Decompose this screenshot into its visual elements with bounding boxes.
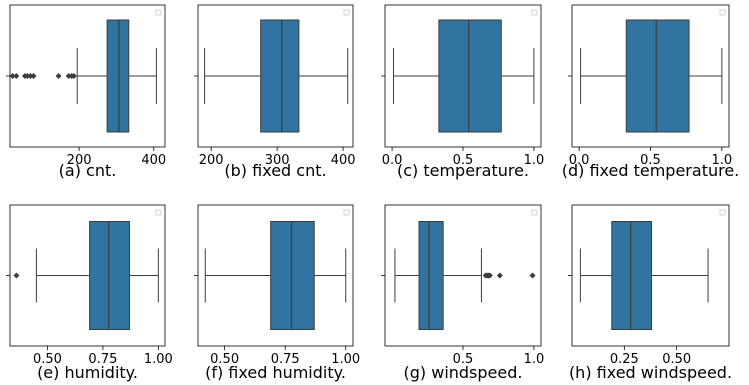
iqr-box <box>106 19 130 133</box>
x-tick-label: 200 <box>199 153 224 168</box>
x-tick-label: 0.5 <box>640 153 661 168</box>
boxplot-panel: 0.5 1.0(g) windspeed. <box>381 204 545 382</box>
boxplot-panel: 0.0 0.5 1.0(d) fixed temperature. <box>562 4 740 180</box>
legend-box <box>155 209 162 216</box>
iqr-box <box>89 221 131 330</box>
boxplot-panel: 0.50 0.75 1.00 (e) humidity. <box>6 204 173 382</box>
panel-caption: (c) temperature. <box>397 161 529 180</box>
x-tick-label: 1.0 <box>524 352 545 367</box>
iqr-box <box>418 221 444 330</box>
iqr-box <box>260 19 300 133</box>
panel-caption: (e) humidity. <box>37 363 138 382</box>
x-tick-label: 0.50 <box>210 352 239 367</box>
iqr-box <box>438 19 502 133</box>
x-tick-label: 1.00 <box>144 352 173 367</box>
outlier-point <box>529 272 536 279</box>
x-tick-label: 300 <box>265 153 290 168</box>
outlier-point <box>496 272 503 279</box>
x-tick-label: 1.0 <box>712 153 733 168</box>
outlier-point <box>9 73 16 79</box>
x-tick-label: 1.00 <box>331 352 360 367</box>
legend-box <box>155 9 162 16</box>
panel-caption: (h) fixed windspeed. <box>569 363 732 382</box>
x-tick-label: 0.25 <box>610 352 639 367</box>
legend-box <box>531 9 538 16</box>
boxplot-panel: 200 300 400 (b) fixed cnt. <box>194 4 356 180</box>
x-tick-label: 0.75 <box>271 352 300 367</box>
x-tick-label: 0.5 <box>453 153 474 168</box>
outlier-point <box>13 73 20 79</box>
x-tick-label: 0.75 <box>88 352 117 367</box>
x-tick-label: 0.50 <box>33 352 62 367</box>
x-tick-label: 0.0 <box>382 153 403 168</box>
boxplot-panel: 0.50 0.75 1.00(f) fixed humidity. <box>194 204 360 382</box>
boxplot-panel: 0.25 0.50(h) fixed windspeed. <box>568 204 732 382</box>
outlier-point <box>30 73 37 79</box>
panel-caption: (d) fixed temperature. <box>562 161 740 180</box>
panel-caption: (a) cnt. <box>59 161 117 180</box>
x-tick-label: 400 <box>331 153 356 168</box>
legend-box <box>531 209 538 216</box>
iqr-box <box>625 19 690 133</box>
outlier-point <box>13 272 20 279</box>
outlier-point <box>70 73 77 79</box>
outlier-point <box>55 73 62 79</box>
x-tick-label: 200 <box>67 153 92 168</box>
x-tick-label: 0.0 <box>569 153 590 168</box>
x-tick-label: 0.50 <box>662 352 691 367</box>
boxplot-panel: 200 400 (a) cnt. <box>6 4 166 180</box>
legend-box <box>719 9 726 16</box>
outlier-point <box>486 272 493 279</box>
legend-box <box>343 209 350 216</box>
panel-caption: (b) fixed cnt. <box>224 161 326 180</box>
x-tick-label: 1.0 <box>524 153 545 168</box>
boxplot-panel: 0.0 0.5 1.0(c) temperature. <box>381 4 545 180</box>
panel-caption: (g) windspeed. <box>404 363 523 382</box>
x-tick-label: 0.5 <box>453 352 474 367</box>
panel-caption: (f) fixed humidity. <box>205 363 346 382</box>
x-tick-label: 400 <box>141 153 166 168</box>
iqr-box <box>611 221 653 330</box>
legend-box <box>719 209 726 216</box>
iqr-box <box>270 221 315 330</box>
legend-box <box>343 9 350 16</box>
